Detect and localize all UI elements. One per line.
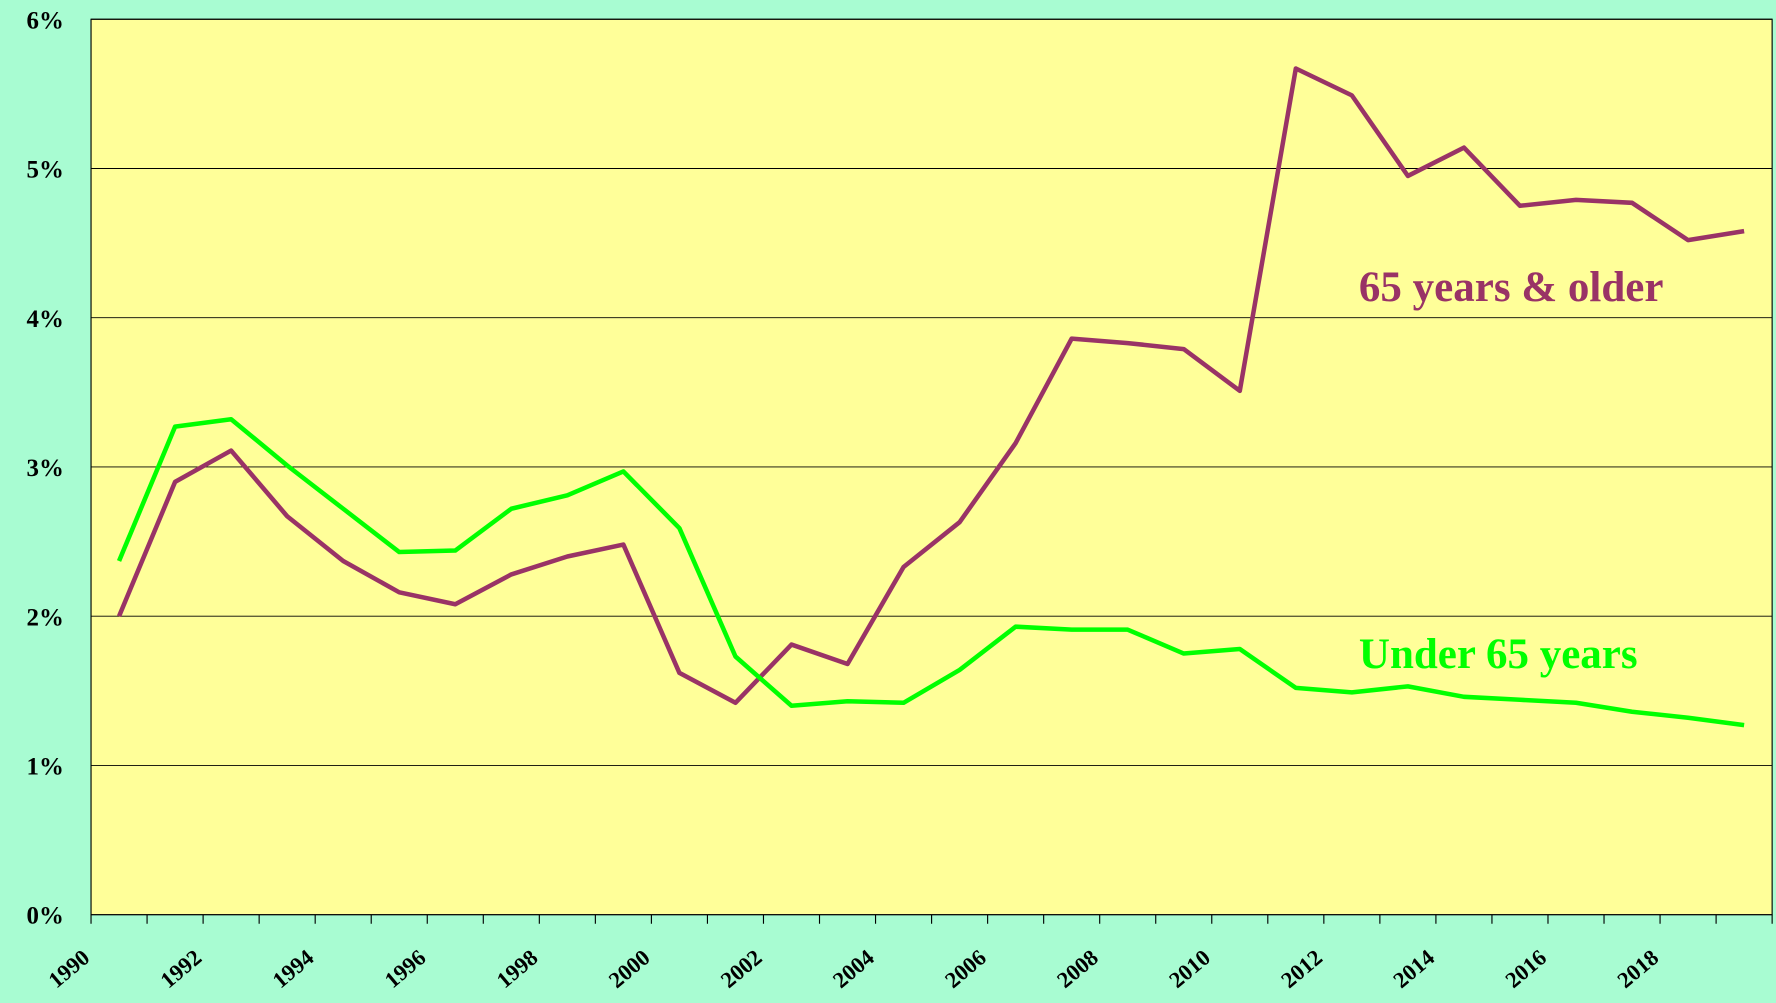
y-tick-label: 6% <box>27 7 64 34</box>
x-tick-label: 2000 <box>604 945 655 993</box>
x-tick-label: 1994 <box>268 945 319 993</box>
x-tick-label: 2010 <box>1164 945 1215 993</box>
y-tick-label: 2% <box>27 604 64 631</box>
series-label: Under 65 years <box>1359 631 1638 678</box>
series-label: 65 years & older <box>1359 264 1664 311</box>
x-tick-label: 1998 <box>492 945 543 993</box>
y-tick-label: 1% <box>27 754 64 781</box>
x-tick-label: 1992 <box>156 945 207 993</box>
x-tick-label: 2004 <box>828 945 879 993</box>
y-tick-label: 5% <box>27 157 64 184</box>
page: {"chart_data": { "type": "line", "catego… <box>0 0 1776 1003</box>
x-tick-label: 2006 <box>940 945 991 993</box>
y-tick-label: 0% <box>27 903 64 930</box>
x-tick-label: 2012 <box>1276 945 1327 993</box>
x-tick-label: 1996 <box>380 945 431 993</box>
x-tick-label: 2016 <box>1500 945 1551 993</box>
x-tick-label: 2008 <box>1052 945 1103 993</box>
y-tick-label: 3% <box>27 455 64 482</box>
x-tick-label: 2018 <box>1613 945 1664 993</box>
y-tick-label: 4% <box>27 306 64 333</box>
x-tick-label: 1990 <box>44 945 95 993</box>
x-tick-label: 2002 <box>716 945 767 993</box>
chart: 0% 1% 2% 3% 4% 5% 6% 1990 1992 1994 1996 1998 2000 20… <box>0 0 1776 1003</box>
x-tick-label: 2014 <box>1388 945 1439 993</box>
